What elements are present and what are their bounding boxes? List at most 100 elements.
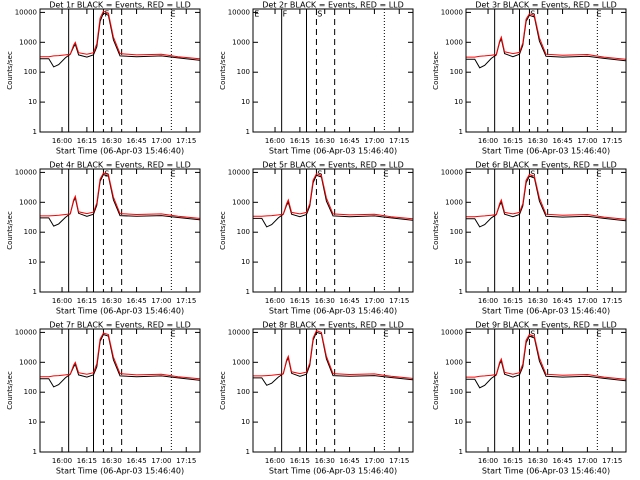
- flag-label: E: [596, 170, 601, 179]
- x-tick-label: 16:30: [528, 297, 548, 305]
- y-tick-label: 10: [28, 258, 37, 266]
- chart-title: Det 8r BLACK = Events, RED = LLD: [262, 321, 404, 330]
- x-tick-label: 16:15: [503, 137, 523, 145]
- x-tick-label: 16:45: [339, 297, 359, 305]
- y-tick-label: 1: [246, 448, 250, 456]
- chart-title: Det 1r BLACK = Events, RED = LLD: [49, 1, 191, 10]
- flag-label: S: [530, 330, 535, 339]
- x-tick-label: 16:00: [265, 297, 285, 305]
- series-line: [466, 14, 626, 69]
- x-tick-label: 16:15: [503, 457, 523, 465]
- chart-title: Det 2r BLACK = Events, RED = LLD: [262, 1, 404, 10]
- y-tick-label: 1000: [445, 358, 463, 366]
- flag-label: E: [383, 170, 388, 179]
- x-tick-label: 17:00: [364, 137, 384, 145]
- chart-title: Det 6r BLACK = Events, RED = LLD: [475, 161, 617, 170]
- flag-label: S: [530, 10, 535, 19]
- flag-label: F: [283, 10, 288, 19]
- y-axis-label: Counts/sec: [6, 51, 14, 90]
- y-tick-label: 100: [450, 68, 463, 76]
- series-line: [40, 172, 200, 219]
- flag-label: E: [170, 10, 175, 19]
- series-line: [466, 333, 626, 380]
- series-line: [40, 333, 200, 388]
- x-tick-label: 16:15: [77, 297, 97, 305]
- series-line: [466, 13, 626, 60]
- y-tick-label: 1: [33, 288, 37, 296]
- x-tick-label: 16:45: [126, 137, 146, 145]
- y-axis-label: Counts/sec: [432, 211, 440, 250]
- y-tick-label: 100: [24, 68, 37, 76]
- y-tick-label: 10: [454, 258, 463, 266]
- chart-title: Det 5r BLACK = Events, RED = LLD: [262, 161, 404, 170]
- y-tick-label: 10000: [228, 8, 250, 16]
- x-tick-label: 16:00: [265, 457, 285, 465]
- x-axis-label: Start Time (06-Apr-03 15:46:40): [269, 307, 397, 316]
- x-tick-label: 16:15: [290, 137, 310, 145]
- y-axis-label: Counts/sec: [432, 371, 440, 410]
- x-tick-label: 16:30: [102, 457, 122, 465]
- y-tick-label: 10000: [228, 328, 250, 336]
- x-tick-label: 16:30: [315, 457, 335, 465]
- flag-label: S: [530, 170, 535, 179]
- x-tick-label: 17:15: [176, 137, 196, 145]
- y-tick-label: 10: [454, 98, 463, 106]
- x-tick-label: 16:00: [52, 297, 72, 305]
- x-tick-label: 16:45: [552, 137, 572, 145]
- x-tick-label: 16:30: [528, 137, 548, 145]
- x-axis-label: Start Time (06-Apr-03 15:46:40): [56, 467, 184, 476]
- flag-label: S: [317, 10, 322, 19]
- x-tick-label: 17:00: [577, 457, 597, 465]
- y-tick-label: 10000: [441, 168, 463, 176]
- x-tick-label: 16:45: [339, 457, 359, 465]
- y-tick-label: 1: [459, 448, 463, 456]
- series-line: [40, 12, 200, 68]
- series-line: [253, 174, 413, 228]
- plot-frame: [252, 328, 414, 453]
- plot-frame: [252, 8, 414, 133]
- x-tick-label: 16:00: [52, 457, 72, 465]
- plot-frame: [465, 168, 627, 293]
- x-tick-label: 16:30: [528, 457, 548, 465]
- x-tick-label: 16:15: [290, 457, 310, 465]
- x-tick-label: 16:15: [290, 297, 310, 305]
- x-axis-label: Start Time (06-Apr-03 15:46:40): [56, 307, 184, 316]
- y-tick-label: 1000: [19, 358, 37, 366]
- series-line: [40, 332, 200, 380]
- y-tick-label: 1000: [19, 38, 37, 46]
- y-tick-label: 100: [450, 388, 463, 396]
- x-axis-label: Start Time (06-Apr-03 15:46:40): [56, 147, 184, 156]
- x-tick-label: 16:45: [339, 137, 359, 145]
- flag-label: F: [104, 10, 109, 19]
- flag-label: E: [596, 330, 601, 339]
- y-tick-label: 100: [450, 228, 463, 236]
- y-tick-label: 100: [237, 388, 250, 396]
- x-tick-label: 16:00: [478, 137, 498, 145]
- y-tick-label: 1: [246, 288, 250, 296]
- y-tick-label: 10000: [15, 328, 37, 336]
- chart-title: Det 7r BLACK = Events, RED = LLD: [49, 321, 191, 330]
- series-line: [253, 331, 413, 386]
- y-tick-label: 10000: [441, 8, 463, 16]
- y-axis-label: Counts/sec: [432, 51, 440, 90]
- y-tick-label: 100: [24, 228, 37, 236]
- plot-frame: [39, 168, 201, 293]
- y-tick-label: 1000: [445, 38, 463, 46]
- x-tick-label: 16:00: [478, 297, 498, 305]
- x-tick-label: 16:45: [126, 297, 146, 305]
- x-axis-label: Start Time (06-Apr-03 15:46:40): [482, 307, 610, 316]
- y-tick-label: 10: [241, 418, 250, 426]
- y-tick-label: 10: [454, 418, 463, 426]
- x-tick-label: 16:30: [315, 297, 335, 305]
- x-tick-label: 16:00: [478, 457, 498, 465]
- series-line: [253, 173, 413, 220]
- x-axis-label: Start Time (06-Apr-03 15:46:40): [269, 147, 397, 156]
- x-tick-label: 16:15: [77, 137, 97, 145]
- x-tick-label: 16:45: [552, 457, 572, 465]
- plot-frame: [252, 168, 414, 293]
- x-tick-label: 16:15: [503, 297, 523, 305]
- y-tick-label: 1000: [232, 198, 250, 206]
- y-axis-label: Counts/sec: [219, 211, 227, 250]
